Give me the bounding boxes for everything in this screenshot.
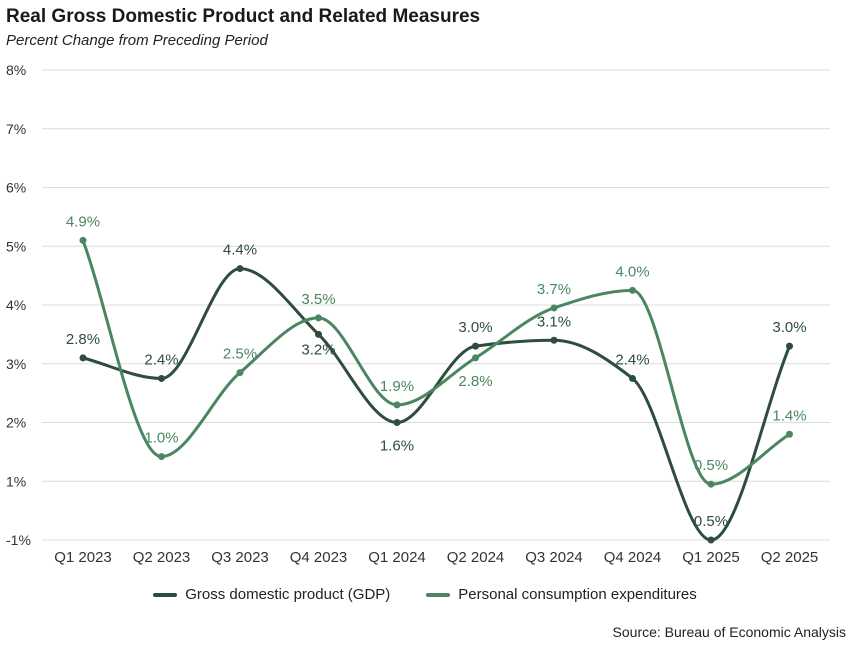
data-point-gdp xyxy=(786,342,793,350)
data-point-gdp xyxy=(472,342,479,350)
data-label-pce: 1.4% xyxy=(772,407,806,424)
x-tick-label: Q2 2024 xyxy=(447,549,505,566)
y-tick-label: 1% xyxy=(6,473,26,489)
data-label-gdp: 3.0% xyxy=(458,319,492,336)
data-label-pce: 2.8% xyxy=(458,373,492,390)
x-tick-label: Q1 2023 xyxy=(54,549,112,566)
data-label-gdp: 2.4% xyxy=(144,351,178,368)
data-point-gdp xyxy=(393,419,401,426)
x-tick-label: Q2 2025 xyxy=(761,549,819,566)
data-point-pce xyxy=(315,314,322,322)
data-label-gdp: 2.4% xyxy=(615,351,649,368)
data-point-gdp xyxy=(550,336,558,344)
x-tick-label: Q1 2025 xyxy=(682,549,740,566)
y-tick-label: 6% xyxy=(6,180,26,196)
y-tick-label: 5% xyxy=(6,238,26,254)
source-note: Source: Bureau of Economic Analysis xyxy=(612,624,846,640)
x-tick-label: Q1 2024 xyxy=(368,549,426,566)
y-tick-label: 4% xyxy=(6,297,26,313)
data-label-gdp: 3.2% xyxy=(301,341,335,358)
data-label-gdp: 3.1% xyxy=(537,313,571,330)
legend-swatch-pce xyxy=(426,592,451,597)
data-point-pce xyxy=(629,286,636,294)
data-point-pce xyxy=(786,430,793,438)
data-point-pce xyxy=(236,369,244,377)
x-tick-label: Q4 2023 xyxy=(290,549,348,566)
data-point-pce xyxy=(550,304,558,312)
data-point-gdp xyxy=(707,536,715,544)
x-tick-label: Q3 2024 xyxy=(525,549,583,566)
data-point-pce xyxy=(472,354,479,362)
data-point-gdp xyxy=(236,265,244,273)
legend-label-gdp: Gross domestic product (GDP) xyxy=(185,586,391,603)
chart-legend: Gross domestic product (GDP) Personal co… xyxy=(0,586,850,603)
data-point-pce xyxy=(393,401,401,409)
line-chart: 8% 7% 6% 5% 4% 3% 2% 1% -1% Q1 2023 Q2 2023 Q3 2023… xyxy=(6,62,830,566)
x-tick-label: Q3 2023 xyxy=(211,549,269,566)
data-point-pce xyxy=(158,453,165,461)
data-label-gdp: 0.5% xyxy=(694,513,728,530)
data-label-gdp: 1.6% xyxy=(380,438,414,455)
data-label-pce: 4.0% xyxy=(615,263,649,280)
chart-subtitle: Percent Change from Preceding Period xyxy=(6,32,268,49)
legend-swatch-gdp xyxy=(153,592,178,597)
legend-item-gdp: Gross domestic product (GDP) xyxy=(153,586,390,603)
data-point-gdp xyxy=(158,374,165,382)
y-tick-label: 3% xyxy=(6,356,26,372)
data-point-pce xyxy=(707,480,715,488)
data-label-gdp: 2.8% xyxy=(66,331,100,348)
y-tick-label: -1% xyxy=(6,532,31,548)
x-tick-label: Q4 2024 xyxy=(604,549,662,566)
y-tick-label: 8% xyxy=(6,62,26,78)
data-point-gdp xyxy=(629,374,636,382)
series-line-pce xyxy=(81,238,791,486)
legend-label-pce: Personal consumption expenditures xyxy=(458,586,697,603)
x-tick-label: Q2 2023 xyxy=(133,549,191,566)
data-label-pce: 1.9% xyxy=(380,378,414,395)
y-tick-label: 2% xyxy=(6,415,26,431)
data-label-gdp: 4.4% xyxy=(223,242,257,259)
data-label-pce: 2.5% xyxy=(223,346,257,363)
legend-item-pce: Personal consumption expenditures xyxy=(426,586,697,603)
data-point-gdp xyxy=(315,330,322,338)
data-label-pce: 3.7% xyxy=(537,281,571,298)
data-point-gdp xyxy=(79,354,87,362)
data-label-gdp: 3.0% xyxy=(772,319,806,336)
data-label-pce: 3.5% xyxy=(301,291,335,308)
data-label-pce: 4.9% xyxy=(66,213,100,230)
chart-title: Real Gross Domestic Product and Related … xyxy=(6,6,481,27)
series-line-gdp xyxy=(81,267,791,542)
y-tick-label: 7% xyxy=(6,121,26,137)
data-point-pce xyxy=(79,236,87,244)
data-label-pce: 1.0% xyxy=(144,430,178,447)
data-label-pce: 0.5% xyxy=(694,457,728,474)
